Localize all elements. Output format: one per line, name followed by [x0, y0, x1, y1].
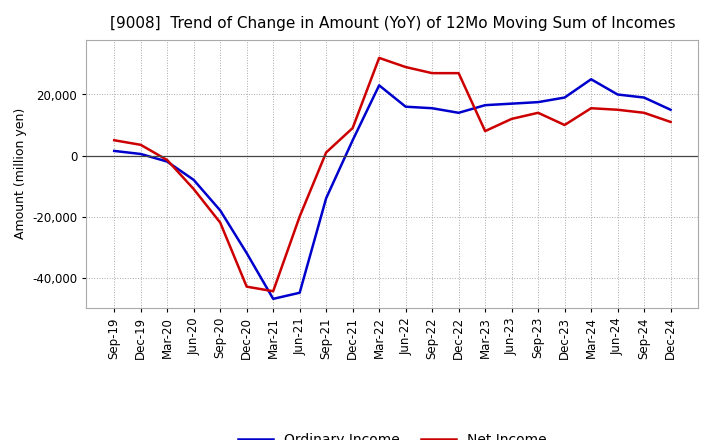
Net Income [587, 106, 595, 111]
Ordinary Income [640, 95, 649, 100]
Net Income [348, 125, 357, 131]
Ordinary Income [587, 77, 595, 82]
Ordinary Income [348, 138, 357, 143]
Net Income [508, 116, 516, 121]
Ordinary Income [322, 195, 330, 201]
Net Income [269, 289, 277, 294]
Net Income [375, 55, 384, 61]
Net Income [613, 107, 622, 112]
Line: Ordinary Income: Ordinary Income [114, 79, 670, 299]
Ordinary Income [243, 250, 251, 256]
Net Income [136, 142, 145, 147]
Net Income [401, 64, 410, 70]
Ordinary Income [428, 106, 436, 111]
Net Income [216, 220, 225, 225]
Legend: Ordinary Income, Net Income: Ordinary Income, Net Income [233, 428, 552, 440]
Y-axis label: Amount (million yen): Amount (million yen) [14, 108, 27, 239]
Net Income [243, 284, 251, 289]
Net Income [322, 150, 330, 155]
Net Income [481, 128, 490, 134]
Net Income [666, 119, 675, 125]
Ordinary Income [269, 296, 277, 301]
Title: [9008]  Trend of Change in Amount (YoY) of 12Mo Moving Sum of Incomes: [9008] Trend of Change in Amount (YoY) o… [109, 16, 675, 32]
Ordinary Income [189, 177, 198, 183]
Line: Net Income: Net Income [114, 58, 670, 291]
Net Income [534, 110, 542, 115]
Ordinary Income [454, 110, 463, 115]
Ordinary Income [613, 92, 622, 97]
Ordinary Income [375, 83, 384, 88]
Net Income [428, 70, 436, 76]
Ordinary Income [481, 103, 490, 108]
Net Income [454, 70, 463, 76]
Ordinary Income [163, 159, 171, 164]
Net Income [295, 214, 304, 219]
Net Income [560, 122, 569, 128]
Ordinary Income [110, 148, 119, 154]
Ordinary Income [666, 107, 675, 112]
Net Income [110, 138, 119, 143]
Ordinary Income [534, 99, 542, 105]
Ordinary Income [216, 208, 225, 213]
Ordinary Income [508, 101, 516, 106]
Net Income [189, 187, 198, 192]
Ordinary Income [295, 290, 304, 295]
Ordinary Income [560, 95, 569, 100]
Ordinary Income [136, 151, 145, 157]
Net Income [640, 110, 649, 115]
Net Income [163, 158, 171, 163]
Ordinary Income [401, 104, 410, 110]
